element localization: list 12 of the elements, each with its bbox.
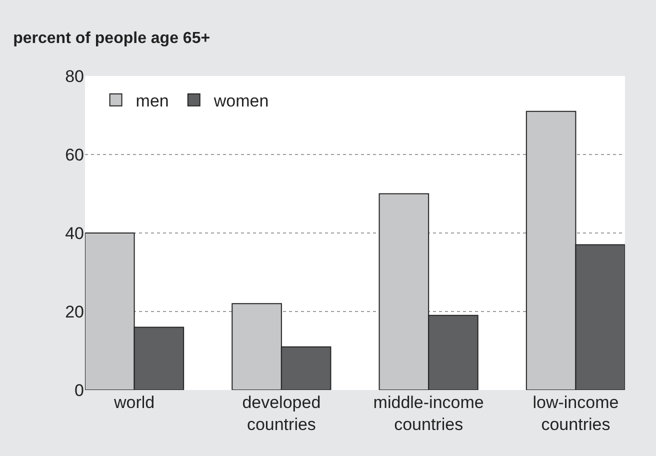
y-tick-label: 0 [74,380,84,400]
y-tick-label: 80 [65,66,84,86]
x-tick-label: world [112,393,155,412]
x-tick-label: middle-income countries [373,393,484,434]
x-tick-label: developed countries [242,393,321,434]
chart-title: percent of people age 65+ [13,30,210,48]
y-tick-label: 20 [65,302,84,322]
y-tick-label: 60 [65,145,84,164]
legend-label: women [212,91,269,110]
x-tick-label: low-income countries [532,393,619,434]
y-tick-label: 40 [65,224,84,243]
legend-label: men [136,91,169,110]
